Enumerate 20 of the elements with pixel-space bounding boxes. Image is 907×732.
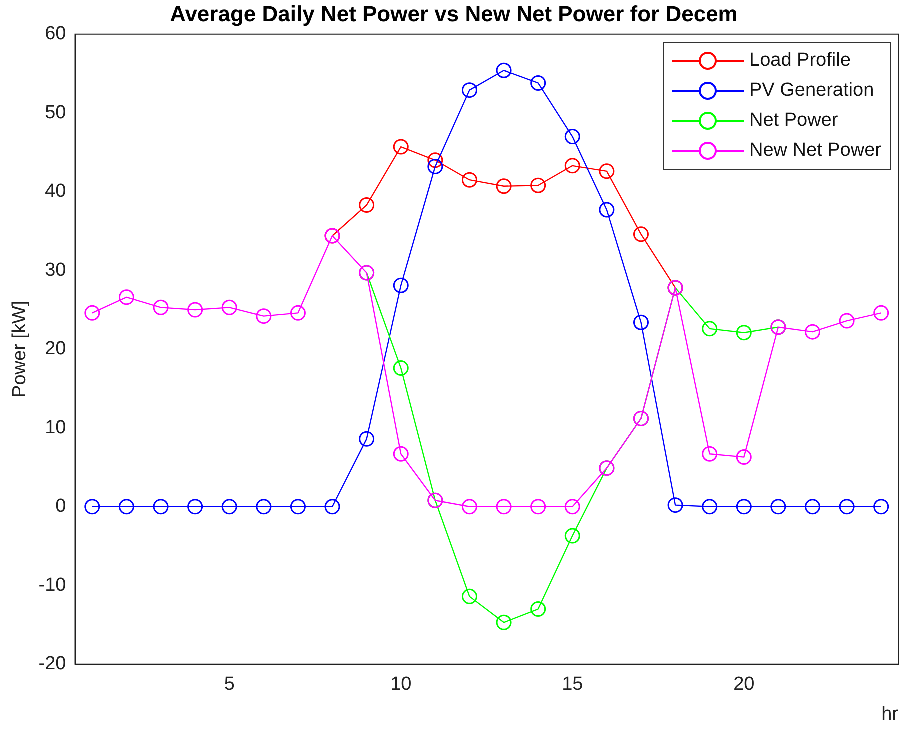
y-tick-label: 60 bbox=[45, 24, 66, 45]
y-tick-label: -10 bbox=[38, 574, 66, 596]
legend-label: PV Generation bbox=[750, 80, 874, 102]
y-tick-label: 40 bbox=[45, 181, 66, 202]
y-axis-title: Power [kW] bbox=[10, 300, 31, 398]
x-tick-label: 20 bbox=[734, 674, 755, 696]
x-axis-title: hr bbox=[882, 704, 900, 725]
legend-label: Net Power bbox=[750, 110, 838, 132]
y-tick-label: 10 bbox=[45, 417, 66, 438]
y-tick-label: 30 bbox=[45, 260, 66, 281]
chart-title: Average Daily Net Power vs New Net Power for Decem bbox=[170, 1, 738, 26]
y-tick-label: 0 bbox=[56, 496, 66, 518]
legend-label: New Net Power bbox=[750, 140, 882, 162]
y-tick-label: 50 bbox=[45, 102, 66, 124]
y-tick-label: 20 bbox=[45, 338, 66, 360]
x-tick-label: 10 bbox=[390, 674, 412, 696]
x-tick-label: 5 bbox=[224, 674, 235, 696]
x-tick-label: 15 bbox=[562, 674, 584, 696]
y-tick-label: -20 bbox=[38, 654, 66, 675]
legend-label: Load Profile bbox=[750, 50, 851, 72]
